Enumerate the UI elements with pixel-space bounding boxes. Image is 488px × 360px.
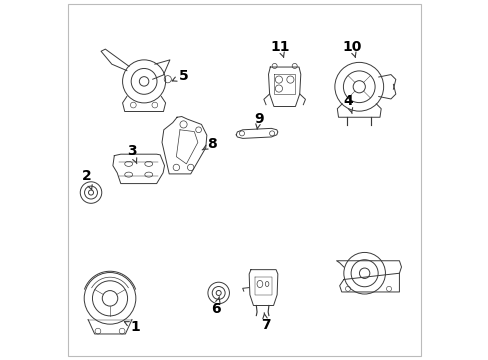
Text: 2: 2 [81, 170, 92, 190]
Text: 11: 11 [270, 40, 289, 57]
Text: 7: 7 [261, 313, 270, 332]
Text: 3: 3 [126, 144, 137, 164]
Text: 8: 8 [202, 137, 217, 151]
Text: 10: 10 [342, 40, 361, 57]
Text: 5: 5 [172, 69, 188, 83]
Text: 9: 9 [253, 112, 263, 129]
Text: 6: 6 [210, 297, 220, 316]
Text: 4: 4 [343, 94, 353, 113]
Text: 1: 1 [124, 320, 140, 334]
